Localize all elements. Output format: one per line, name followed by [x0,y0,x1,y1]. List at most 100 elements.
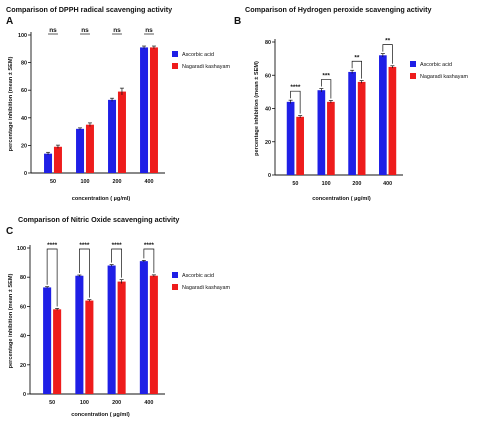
bar-ascorbic-200 [107,265,116,394]
significance-bracket [79,248,90,298]
y-tick-label: 100 [17,246,26,252]
bar-ascorbic-200 [108,99,117,173]
bar-ascorbic-50 [286,101,295,175]
panel-label: A [6,16,13,27]
significance-label: **** [79,242,90,249]
legend-label: Nagaradi kashayam [182,64,230,70]
y-axis-label: percentage inhibition (mean ± SEM) [8,56,14,151]
chart-title: Comparison of DPPH radical scavenging ac… [6,5,172,14]
x-tick-label: 200 [113,179,122,185]
bar-ascorbic-400 [140,47,149,173]
legend-label: Nagaradi kashayam [182,285,230,291]
x-axis-label: concentration ( µg/ml) [71,412,130,418]
chart-title: Comparison of Nitric Oxide scavenging ac… [18,215,179,224]
chart-panel-b: B Comparison of Hydrogen peroxide scaveng… [234,5,468,202]
legend-swatch-nagaradi [172,63,178,69]
y-tick-label: 0 [24,171,27,177]
y-tick-label: 80 [20,275,26,281]
significance-bracket [46,248,58,307]
legend-label: Ascorbic acid [420,62,452,68]
y-tick-label: 40 [265,107,271,113]
legend-label: Ascorbic acid [182,273,214,279]
chart-panel-a: A Comparison of DPPH radical scavenging a… [6,5,230,202]
bar-nagaradi-400 [149,275,158,394]
x-tick-label: 100 [322,181,331,187]
panel-label: B [234,16,241,27]
x-tick-label: 100 [81,179,90,185]
panel-label: C [6,226,13,237]
bar-ascorbic-100 [75,275,84,394]
x-axis-label: concentration ( µg/ml) [312,196,371,202]
y-tick-label: 20 [21,143,27,149]
x-tick-label: 50 [50,179,56,185]
x-tick-label: 50 [292,181,298,187]
y-axis-label: percentage inhibition (mean ± SEM) [254,61,260,156]
y-tick-label: 0 [268,173,271,179]
legend-swatch-ascorbic [410,61,416,67]
bar-nagaradi-100 [327,101,335,175]
y-tick-label: 60 [20,304,26,310]
x-tick-label: 400 [144,400,153,406]
x-tick-label: 400 [383,181,392,187]
bar-ascorbic-100 [317,90,326,175]
significance-bracket [351,60,362,79]
significance-bracket [290,90,301,114]
legend-label: Ascorbic acid [182,52,214,58]
x-tick-label: 400 [145,179,154,185]
significance-label: ** [354,54,360,61]
significance-label: *** [322,73,330,80]
bar-nagaradi-200 [117,281,126,394]
bar-ascorbic-200 [348,71,356,175]
bar-ascorbic-400 [379,55,387,175]
legend-swatch-ascorbic [172,51,178,57]
y-tick-label: 40 [21,116,27,122]
significance-bracket [111,248,122,278]
bar-ascorbic-100 [76,128,85,173]
significance-bracket [143,248,155,273]
significance-label: ns [113,27,121,34]
significance-label: ns [145,27,153,34]
significance-label: **** [47,242,58,249]
significance-label: **** [290,84,301,91]
significance-bracket [321,79,332,99]
bar-nagaradi-50 [296,116,304,175]
x-tick-label: 50 [49,400,55,406]
x-tick-label: 100 [80,400,89,406]
significance-label: ** [385,38,391,45]
y-tick-label: 100 [18,33,27,39]
y-tick-label: 80 [21,61,27,67]
y-tick-label: 0 [23,392,26,398]
x-tick-label: 200 [352,181,361,187]
legend-swatch-ascorbic [172,272,178,278]
y-tick-label: 20 [20,363,26,369]
significance-label: ns [49,27,57,34]
bar-nagaradi-400 [149,47,158,173]
significance-label: **** [144,242,155,249]
chart-title: Comparison of Hydrogen peroxide scavengi… [245,5,432,14]
significance-label: ns [81,27,89,34]
y-tick-label: 60 [21,88,27,94]
bar-ascorbic-50 [43,287,52,394]
bar-nagaradi-100 [85,300,94,394]
legend-swatch-nagaradi [410,73,416,79]
bar-nagaradi-50 [53,146,62,173]
legend-label: Nagaradi kashayam [420,74,468,80]
bar-nagaradi-200 [357,81,366,175]
bar-nagaradi-200 [117,91,126,173]
x-tick-label: 200 [112,400,121,406]
x-axis-label: concentration ( µg/ml) [72,196,131,202]
y-tick-label: 20 [265,140,271,146]
bar-nagaradi-100 [85,124,94,173]
bar-ascorbic-50 [44,153,53,173]
bar-nagaradi-400 [388,66,397,175]
chart-panel-c: C Comparison of Nitric Oxide scavenging a… [6,215,230,418]
significance-bracket [382,44,393,64]
y-tick-label: 60 [265,73,271,79]
y-tick-label: 80 [265,40,271,46]
legend-swatch-nagaradi [172,284,178,290]
significance-label: **** [112,242,123,249]
y-tick-label: 40 [20,334,26,340]
bar-nagaradi-50 [53,309,62,394]
y-axis-label: percentage inhibition (mean ± SEM) [8,273,14,368]
